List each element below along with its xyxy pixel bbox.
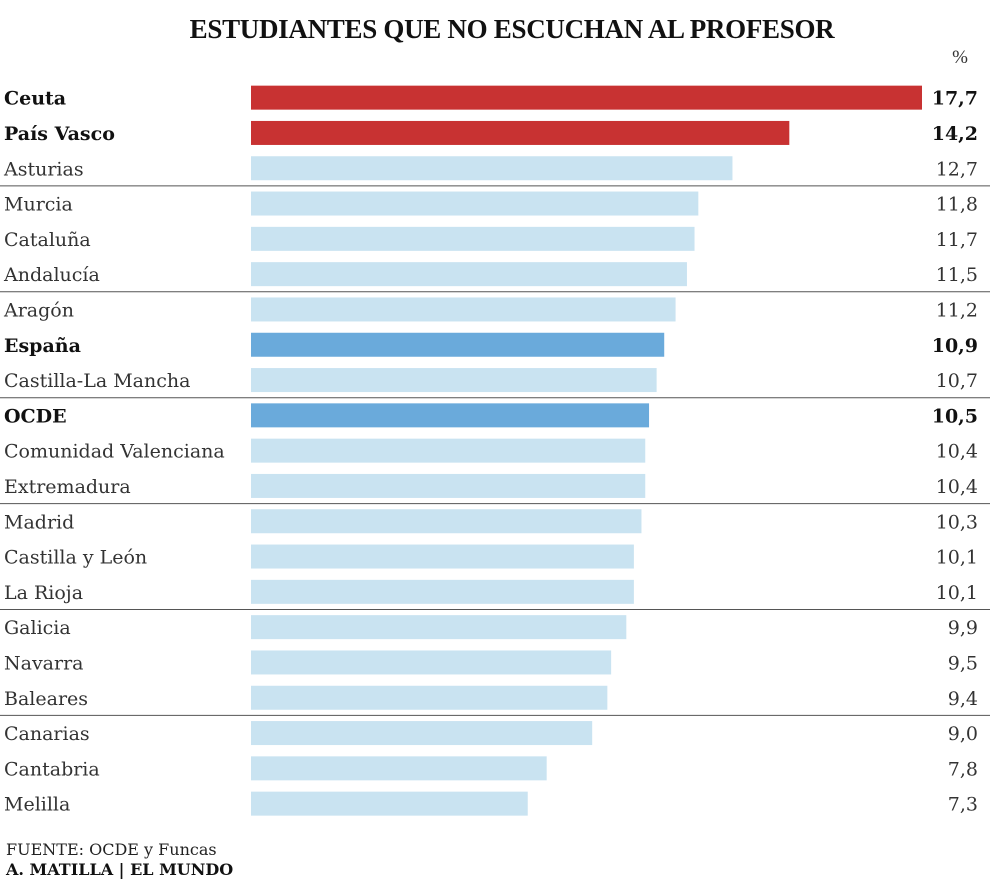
category-label: Cataluña <box>4 229 91 251</box>
bar <box>251 473 646 498</box>
bar <box>251 120 790 145</box>
value-label: 10,4 <box>936 476 978 498</box>
category-label: La Rioja <box>4 582 83 604</box>
value-label: 7,3 <box>948 794 978 816</box>
value-label: 7,8 <box>948 758 978 780</box>
category-label: Ceuta <box>4 88 66 110</box>
value-label: 11,5 <box>936 264 978 286</box>
bar <box>251 615 627 640</box>
category-label: Castilla y León <box>4 547 147 569</box>
category-label: Murcia <box>4 194 73 216</box>
value-label: 10,7 <box>936 370 978 392</box>
category-label: Extremadura <box>4 476 131 498</box>
bar <box>251 721 593 746</box>
source-note: FUENTE: OCDE y Funcas <box>6 840 217 859</box>
category-label: España <box>4 335 81 357</box>
credit-line: A. MATILLA | EL MUNDO <box>6 860 234 879</box>
bar <box>251 297 676 322</box>
bar <box>251 156 733 181</box>
category-label: Castilla-La Mancha <box>4 370 190 392</box>
bar <box>251 191 699 216</box>
bar <box>251 579 634 604</box>
value-label: 9,5 <box>948 652 978 674</box>
bar <box>251 756 547 781</box>
value-label: 10,9 <box>932 335 978 357</box>
value-label: 11,7 <box>936 229 978 251</box>
category-label: País Vasco <box>4 123 115 145</box>
value-label: 10,3 <box>936 511 978 533</box>
value-label: 10,1 <box>936 547 978 569</box>
bar <box>251 650 612 675</box>
bar <box>251 791 528 816</box>
value-label: 17,7 <box>932 88 978 110</box>
category-label: Asturias <box>3 158 84 180</box>
category-label: OCDE <box>4 405 67 427</box>
value-label: 10,5 <box>932 405 978 427</box>
value-label: 10,4 <box>936 441 978 463</box>
value-label: 10,1 <box>936 582 978 604</box>
value-label: 9,4 <box>948 688 978 710</box>
value-label: 11,2 <box>936 299 978 321</box>
category-label: Galicia <box>4 617 71 639</box>
category-label: Madrid <box>4 511 74 533</box>
value-label: 12,7 <box>936 158 978 180</box>
bar <box>251 332 665 357</box>
category-label: Comunidad Valenciana <box>4 441 225 463</box>
bar <box>251 438 646 463</box>
category-label: Aragón <box>3 299 74 321</box>
category-label: Canarias <box>4 723 90 745</box>
category-label: Melilla <box>4 794 70 816</box>
bar <box>251 85 922 110</box>
bar <box>251 509 642 534</box>
bar <box>251 368 657 393</box>
bar <box>251 403 650 428</box>
category-label: Navarra <box>4 652 84 674</box>
bar <box>251 226 695 251</box>
category-label: Cantabria <box>4 758 100 780</box>
chart-title: ESTUDIANTES QUE NO ESCUCHAN AL PROFESOR <box>189 14 835 44</box>
value-label: 11,8 <box>936 194 978 216</box>
unit-label: % <box>952 47 968 68</box>
category-label: Andalucía <box>3 264 100 286</box>
value-label: 14,2 <box>932 123 978 145</box>
value-label: 9,9 <box>948 617 978 639</box>
bar <box>251 544 634 569</box>
bar <box>251 262 687 287</box>
bar <box>251 685 608 710</box>
category-label: Baleares <box>4 688 88 710</box>
value-label: 9,0 <box>948 723 978 745</box>
